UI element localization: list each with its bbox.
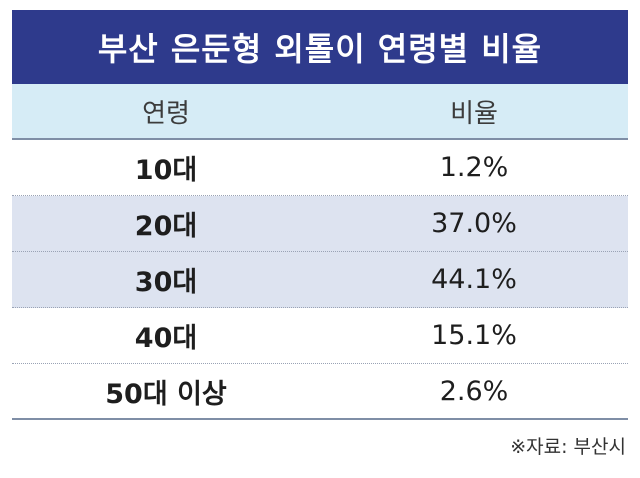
ratio-cell: 1.2%: [439, 152, 509, 183]
age-cell: 20대: [134, 211, 198, 242]
source-note: ※자료: 부산시: [510, 436, 626, 458]
table-header-row: 연령 비율: [12, 84, 628, 140]
table-row: 30대 44.1%: [12, 252, 628, 308]
table-row: 50대 이상 2.6%: [12, 364, 628, 420]
ratio-cell: 37.0%: [431, 208, 517, 239]
header-age: 연령: [142, 98, 190, 129]
table-row: 20대 37.0%: [12, 196, 628, 252]
ratio-cell: 15.1%: [431, 320, 517, 351]
ratio-table: 연령 비율 10대 1.2% 20대 37.0% 30대 44.1% 40대 1…: [12, 84, 628, 420]
age-cell: 50대 이상: [105, 378, 227, 410]
ratio-cell: 2.6%: [439, 375, 509, 407]
age-cell: 10대: [134, 155, 198, 186]
title-bar: 부산 은둔형 외톨이 연령별 비율: [12, 10, 628, 84]
header-ratio: 비율: [450, 98, 498, 129]
age-cell: 30대: [134, 267, 198, 298]
age-cell: 40대: [134, 323, 198, 354]
table-row: 40대 15.1%: [12, 308, 628, 364]
table-row: 10대 1.2%: [12, 140, 628, 196]
page-title: 부산 은둔형 외톨이 연령별 비율: [97, 30, 543, 68]
ratio-cell: 44.1%: [431, 264, 517, 295]
